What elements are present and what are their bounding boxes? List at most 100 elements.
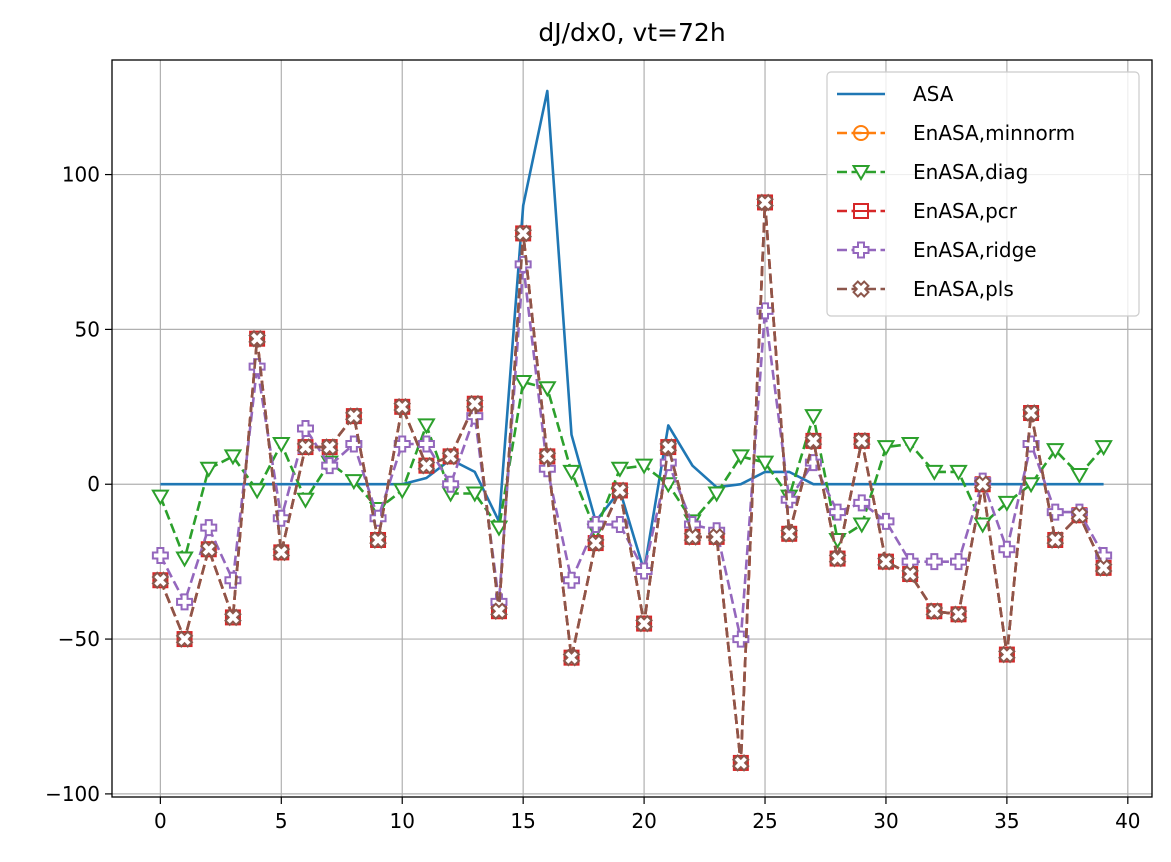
plot-frame xyxy=(111,59,1153,798)
data-point xyxy=(610,461,630,478)
legend-label: ASA xyxy=(913,82,954,106)
data-point xyxy=(828,549,847,568)
data-point xyxy=(683,528,702,546)
data-point xyxy=(925,464,944,481)
data-point xyxy=(465,486,485,503)
data-point xyxy=(1094,559,1113,577)
data-point xyxy=(949,605,968,624)
legend-entry: EnASA,pcr xyxy=(837,199,1018,223)
legend-entry: EnASA,pls xyxy=(837,277,1014,301)
data-point xyxy=(901,565,919,583)
legend-marker xyxy=(852,241,870,259)
data-point xyxy=(852,517,871,534)
data-point xyxy=(345,407,363,425)
data-point xyxy=(538,447,557,466)
data-point xyxy=(635,614,653,633)
data-point xyxy=(514,224,533,243)
legend-label: EnASA,pls xyxy=(913,277,1014,301)
data-point xyxy=(635,562,653,580)
x-tick-label: 0 xyxy=(154,809,167,833)
data-point xyxy=(272,543,291,562)
data-point xyxy=(248,358,266,376)
data-point xyxy=(900,436,920,453)
data-point xyxy=(224,608,242,627)
data-point xyxy=(780,524,799,543)
data-point xyxy=(199,540,218,559)
data-point xyxy=(1046,531,1065,549)
axis-ticks: 0 5 10 15 20 25 30 35 40 −100 −50 0 50 100 xyxy=(45,163,1140,833)
data-point xyxy=(925,602,944,621)
data-point xyxy=(296,492,315,509)
data-point xyxy=(513,375,533,392)
data-point xyxy=(1070,467,1089,484)
data-point xyxy=(248,329,266,348)
data-point xyxy=(756,193,774,212)
data-point xyxy=(1046,443,1065,460)
data-point xyxy=(707,486,726,503)
x-tick-label: 30 xyxy=(873,809,898,833)
legend-marker xyxy=(853,125,869,141)
data-point xyxy=(731,754,750,772)
series-lines xyxy=(151,89,1113,772)
data-point xyxy=(780,491,798,509)
data-point xyxy=(151,571,170,590)
data-point xyxy=(973,475,992,494)
legend-label: EnASA,diag xyxy=(913,160,1028,184)
data-point xyxy=(272,436,291,453)
data-point xyxy=(369,531,387,549)
data-point xyxy=(417,418,436,435)
legend: ASA EnASA,minnorm EnASA,diag EnASA,pcr EnASA… xyxy=(826,71,1140,317)
chart-title: dJ/dx0, vt=72h xyxy=(538,18,725,47)
data-point xyxy=(417,435,435,453)
data-point xyxy=(441,447,460,466)
data-point xyxy=(175,630,194,648)
legend-entry: ASA xyxy=(837,82,954,106)
y-tick-label: 50 xyxy=(75,317,100,341)
data-point xyxy=(320,438,339,456)
data-point xyxy=(344,474,364,491)
data-point xyxy=(417,456,436,475)
data-point xyxy=(562,464,581,481)
data-point xyxy=(272,509,290,527)
data-point xyxy=(1022,435,1040,453)
data-point xyxy=(611,481,629,500)
data-point xyxy=(1046,503,1064,521)
y-tick-label: −50 xyxy=(58,627,100,651)
y-tick-label: −100 xyxy=(45,782,100,806)
data-point xyxy=(538,381,557,398)
legend-marker xyxy=(853,203,869,219)
data-point xyxy=(707,528,726,546)
data-point xyxy=(151,489,170,506)
data-point xyxy=(490,602,508,621)
data-point xyxy=(852,432,871,450)
data-point xyxy=(321,457,339,475)
data-point xyxy=(151,546,169,564)
series-line xyxy=(159,380,1105,560)
data-point xyxy=(1022,404,1040,422)
data-point xyxy=(586,534,605,552)
data-point xyxy=(442,475,460,493)
legend-entry: EnASA,diag xyxy=(837,160,1028,184)
data-point xyxy=(732,630,750,648)
legend-entry: EnASA,ridge xyxy=(837,238,1037,262)
data-point xyxy=(587,515,605,533)
data-point xyxy=(200,519,218,537)
data-point xyxy=(973,517,992,534)
series-6 xyxy=(151,193,1113,772)
y-tick-label: 100 xyxy=(62,163,100,187)
y-tick-label: 0 xyxy=(87,472,100,496)
legend-marker xyxy=(851,165,871,182)
x-tick-label: 25 xyxy=(752,809,777,833)
series-line xyxy=(159,201,1105,765)
legend-label: EnASA,ridge xyxy=(913,238,1037,262)
data-point xyxy=(925,553,943,571)
data-point xyxy=(562,648,581,667)
data-point xyxy=(1021,477,1041,494)
legend-label: EnASA,minnorm xyxy=(913,121,1075,145)
data-point xyxy=(804,454,822,472)
data-point xyxy=(465,394,484,413)
data-point xyxy=(853,494,871,512)
data-point xyxy=(176,593,194,611)
data-point xyxy=(1070,506,1089,525)
series-3 xyxy=(151,375,1113,568)
